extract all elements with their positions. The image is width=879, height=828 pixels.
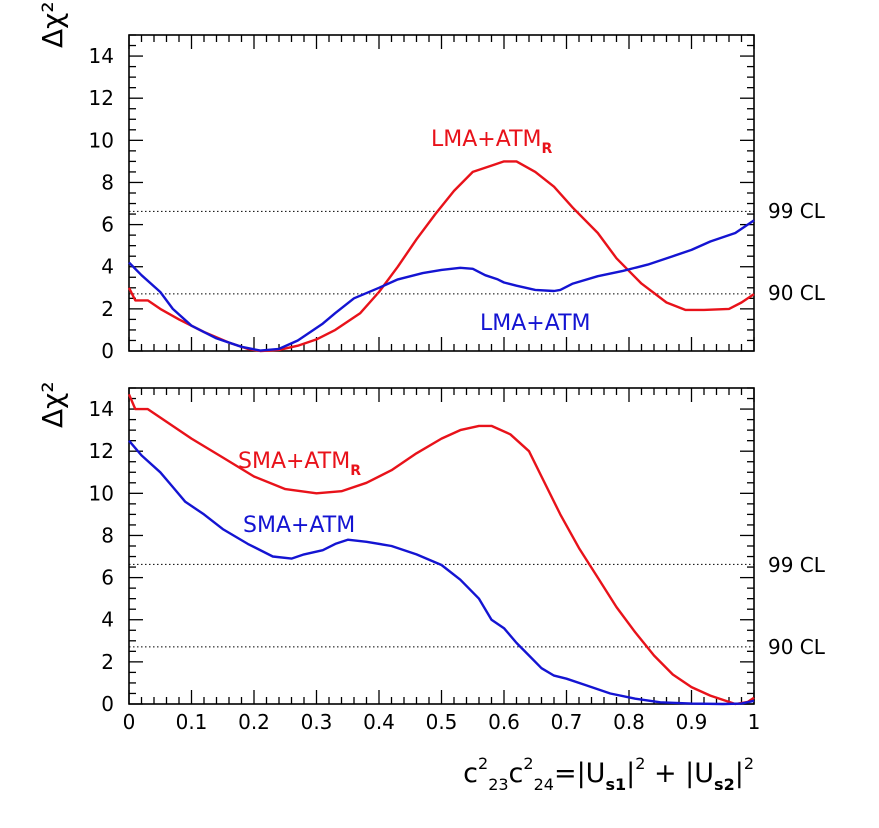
series-label-lma-atm-r: LMA+ATMR [431, 127, 552, 157]
y-tick-label: 14 [89, 44, 114, 68]
bottom-ticks [128, 387, 755, 705]
series-label-sma-atm: SMA+ATM [243, 513, 355, 538]
x-tick-label: 0.7 [551, 710, 583, 734]
y-tick-label: 6 [101, 213, 114, 237]
y-tick-label: 6 [101, 566, 114, 590]
top-panel: 0 2 4 6 8 10 12 14 Δχ² LMA+ATMR LMA+ATM … [36, 1, 826, 363]
cl-label-99-top: 99 CL [768, 199, 826, 223]
series-label-sma-atm-r: SMA+ATMR [238, 449, 361, 479]
x-axis-label: c223c224=|Us1|2 + |Us2|2 [463, 754, 754, 794]
y-tick-label: 8 [101, 523, 114, 547]
series-line-sma-atm [128, 439, 755, 706]
bottom-plot-frame [128, 387, 755, 705]
y-tick-label: 0 [101, 339, 114, 363]
x-tick-label: 0.9 [676, 710, 708, 734]
bottom-y-axis-label: Δχ² [36, 381, 69, 428]
y-tick-label: 4 [101, 255, 114, 279]
y-tick-label: 10 [89, 481, 114, 505]
bottom-y-tick-labels: 0 2 4 6 8 10 12 14 [89, 397, 114, 716]
top-reference-lines [129, 210, 754, 295]
bottom-series [127, 393, 755, 706]
x-tick-label: 0.3 [301, 710, 333, 734]
series-line-lma-atm [128, 219, 755, 352]
x-tick-label: 0 [123, 710, 136, 734]
y-tick-label: 12 [89, 86, 114, 110]
top-series [127, 160, 755, 353]
x-tick-label: 0.2 [238, 710, 270, 734]
top-y-tick-labels: 0 2 4 6 8 10 12 14 [89, 44, 114, 363]
y-tick-label: 4 [101, 608, 114, 632]
top-ticks [128, 34, 755, 352]
cl-label-99-bottom: 99 CL [768, 553, 826, 577]
x-tick-label: 1 [748, 710, 761, 734]
y-tick-label: 2 [101, 650, 114, 674]
y-tick-label: 0 [101, 692, 114, 716]
x-tick-labels: 0 0.1 0.2 0.3 0.4 0.5 0.6 0.7 0.8 0.9 1 [123, 710, 761, 734]
y-tick-label: 12 [89, 439, 114, 463]
cl-label-90-bottom: 90 CL [768, 635, 826, 659]
x-tick-label: 0.1 [176, 710, 208, 734]
x-tick-label: 0.5 [426, 710, 458, 734]
series-line-lma-atm-r [127, 160, 755, 353]
cl-label-90-top: 90 CL [768, 281, 826, 305]
series-label-lma-atm: LMA+ATM [480, 311, 590, 336]
bottom-reference-lines [129, 563, 754, 648]
x-tick-label: 0.8 [613, 710, 645, 734]
y-tick-label: 10 [89, 128, 114, 152]
top-y-axis-label: Δχ² [36, 1, 69, 48]
y-tick-label: 14 [89, 397, 114, 421]
y-tick-label: 2 [101, 297, 114, 321]
bottom-panel: 0 2 4 6 8 10 12 14 Δχ² SMA+ATMR SMA+ATM … [36, 381, 826, 794]
y-tick-label: 8 [101, 170, 114, 194]
x-tick-label: 0.6 [488, 710, 520, 734]
x-tick-label: 0.4 [363, 710, 395, 734]
series-line-sma-atm-r [127, 393, 755, 706]
top-plot-frame [128, 34, 755, 352]
